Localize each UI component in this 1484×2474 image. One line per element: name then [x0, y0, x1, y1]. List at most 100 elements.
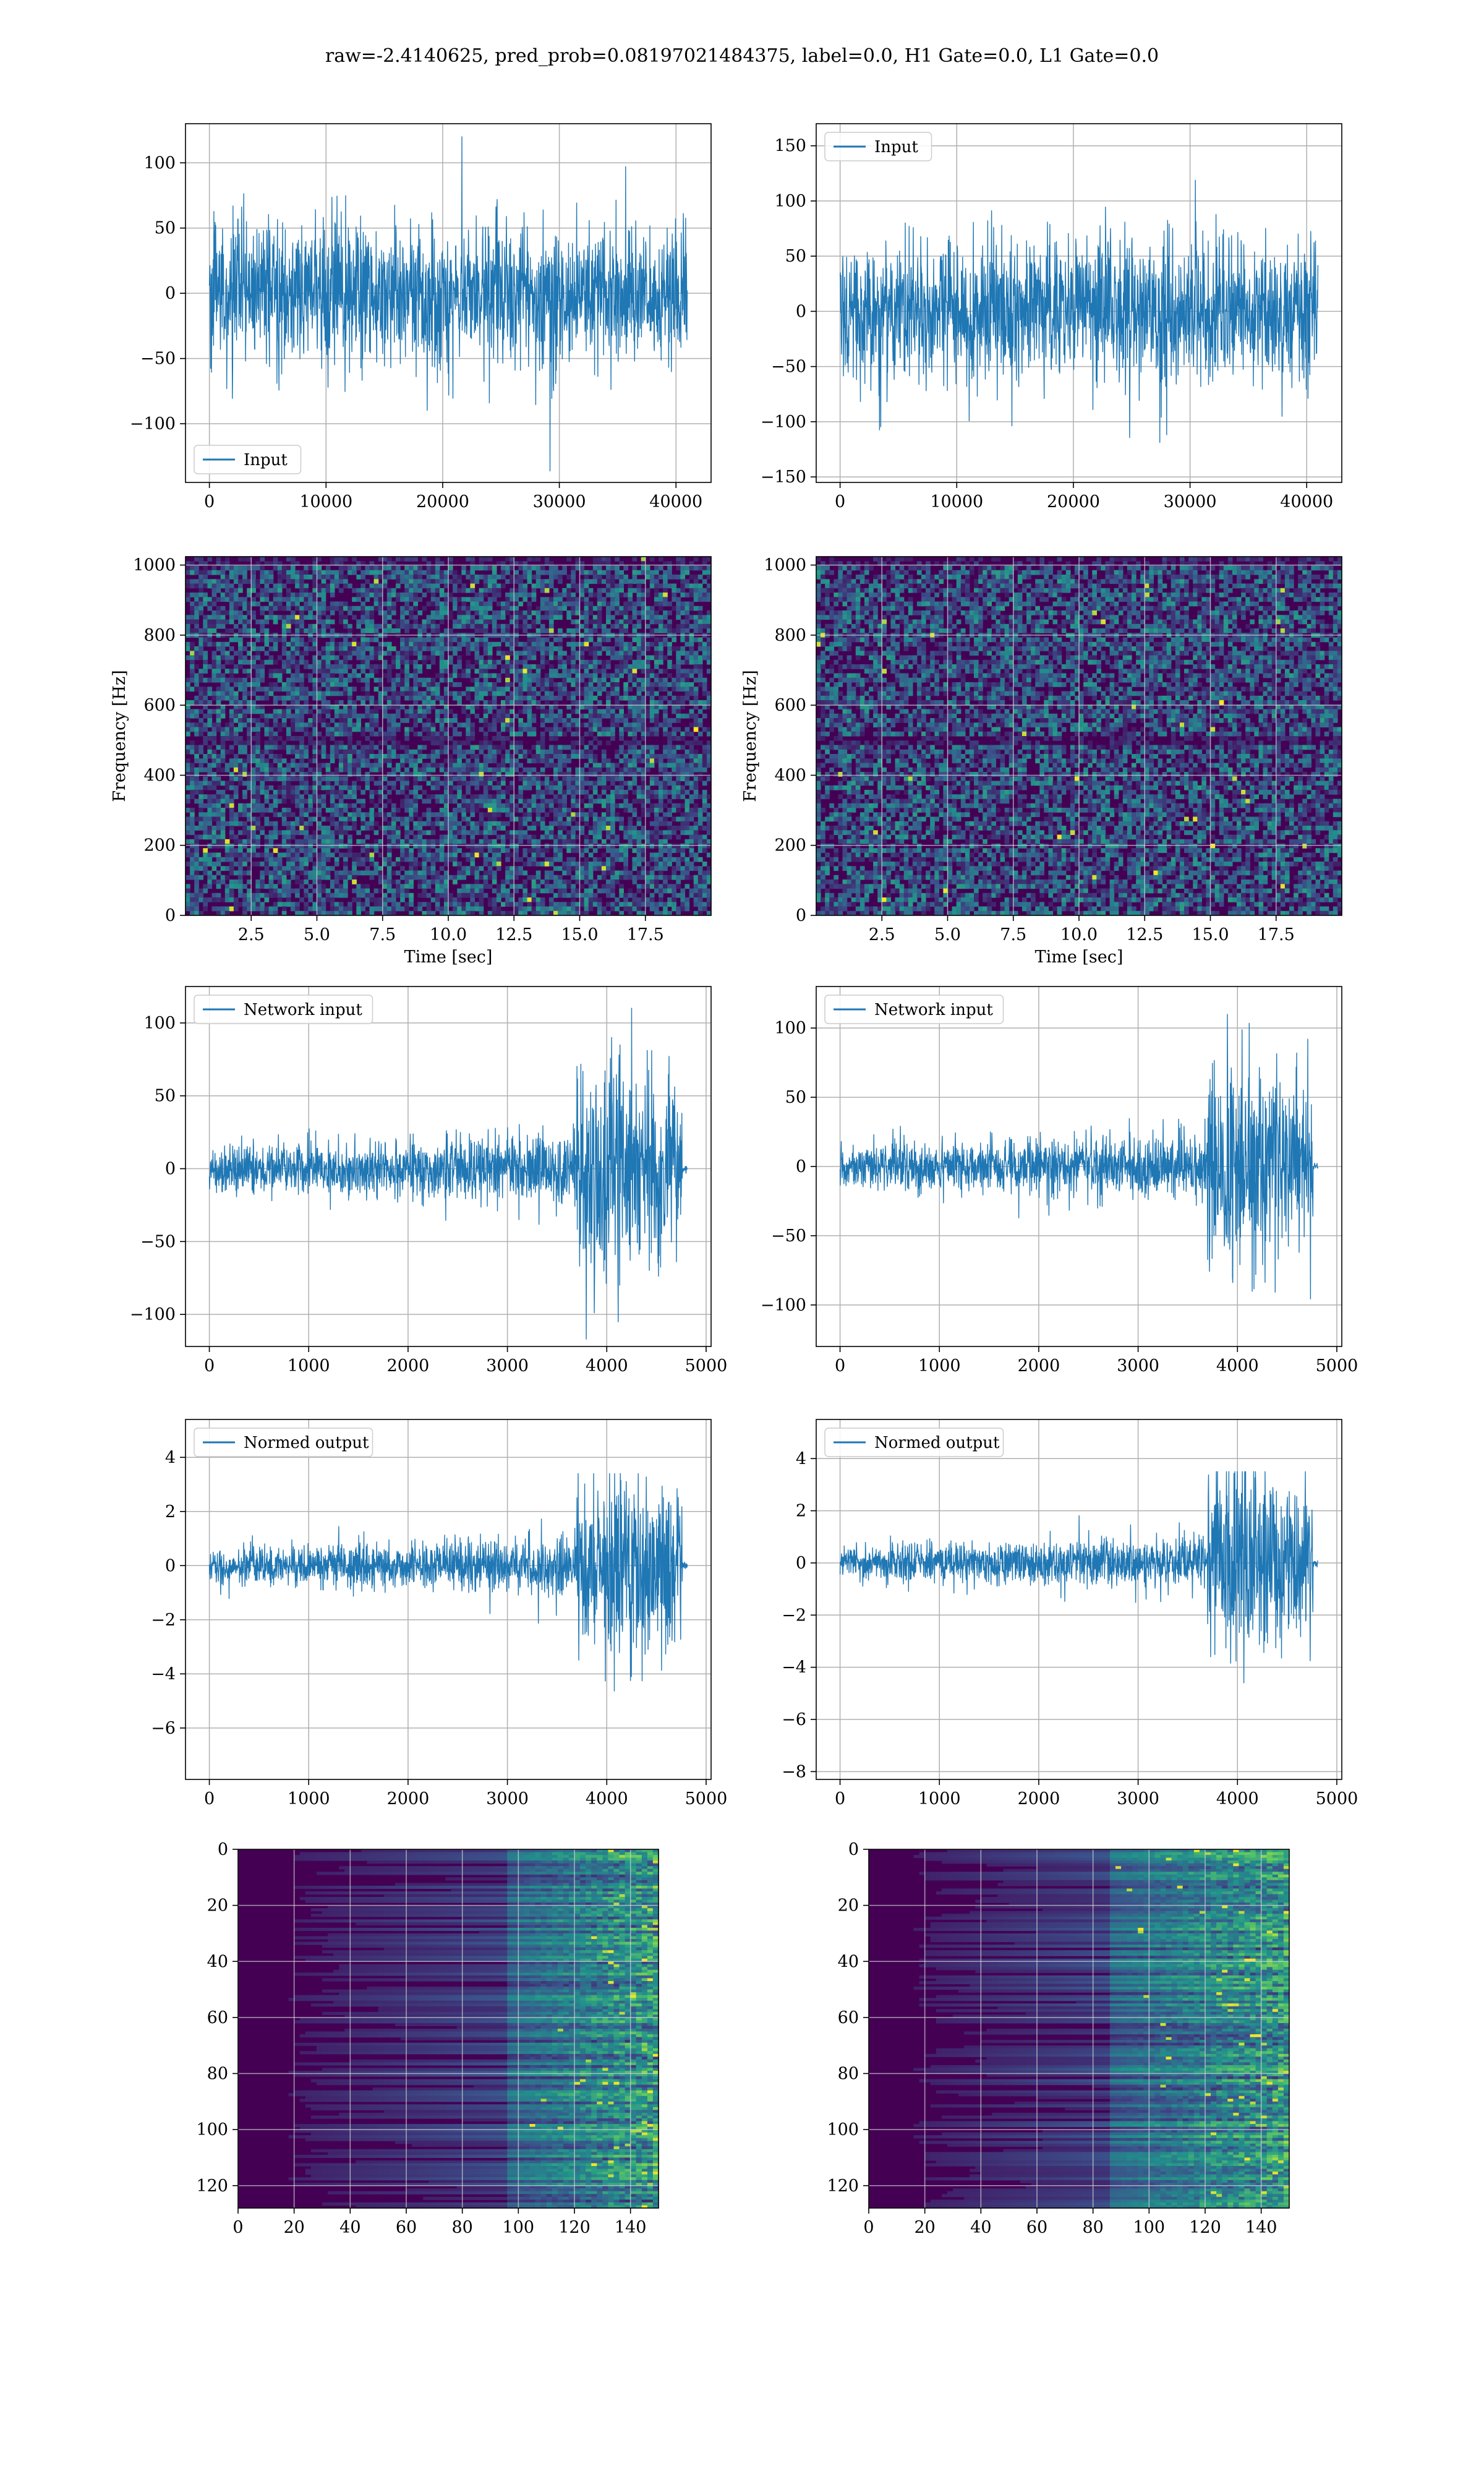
heatmap-cell: [435, 628, 440, 633]
heatmap-cell: [440, 696, 445, 701]
heatmap-cell: [623, 646, 628, 651]
heatmap-cell: [522, 664, 527, 669]
heatmap-cell: [448, 557, 453, 562]
heatmap-cell: [291, 794, 296, 799]
heatmap-cell: [514, 750, 519, 755]
heatmap-cell: [413, 584, 418, 589]
heatmap-cell: [659, 763, 663, 768]
heatmap-cell: [295, 687, 300, 691]
heatmap-cell: [461, 570, 466, 575]
heatmap-cell: [234, 718, 239, 723]
heatmap-cell: [265, 593, 270, 597]
heatmap-cell: [479, 718, 484, 723]
heatmap-cell: [365, 691, 370, 696]
heatmap-cell: [374, 812, 379, 817]
heatmap-cell: [221, 615, 226, 620]
heatmap-cell: [282, 785, 287, 790]
heatmap-cell: [291, 570, 296, 575]
heatmap-cell: [360, 588, 365, 593]
heatmap-cell: [431, 651, 436, 656]
heatmap-cell: [409, 610, 414, 615]
heatmap-cell: [522, 575, 527, 580]
heatmap-cell: [374, 579, 379, 584]
heatmap-cell: [615, 570, 620, 575]
heatmap-cell: [522, 812, 527, 817]
heatmap-cell: [348, 566, 352, 571]
heatmap-cell: [518, 588, 523, 593]
heatmap-cell: [597, 687, 602, 691]
heatmap-cell: [475, 754, 480, 759]
heatmap-cell: [536, 682, 541, 687]
heatmap-cell: [584, 642, 589, 647]
heatmap-cell: [650, 669, 655, 674]
heatmap-cell: [242, 812, 247, 817]
heatmap-cell: [619, 732, 624, 737]
heatmap-cell: [663, 579, 668, 584]
heatmap-cell: [676, 575, 681, 580]
heatmap-cell: [207, 687, 212, 691]
heatmap-cell: [387, 727, 392, 732]
heatmap-cell: [602, 687, 607, 691]
legend: Input: [194, 445, 301, 474]
heatmap-cell: [322, 660, 326, 665]
heatmap-cell: [497, 602, 501, 607]
heatmap-cell: [589, 687, 594, 691]
heatmap-cell: [470, 588, 475, 593]
heatmap-cell: [628, 803, 633, 808]
heatmap-cell: [623, 682, 628, 687]
heatmap-cell: [663, 745, 668, 750]
heatmap-cell: [348, 628, 352, 633]
heatmap-cell: [615, 584, 620, 589]
heatmap-cell: [417, 579, 422, 584]
heatmap-cell: [194, 785, 199, 790]
heatmap-cell: [479, 664, 484, 669]
heatmap-cell: [589, 570, 594, 575]
heatmap-cell: [646, 624, 650, 629]
heatmap-cell: [518, 682, 523, 687]
heatmap-cell: [198, 610, 203, 615]
heatmap-cell: [623, 620, 628, 625]
heatmap-cell: [278, 745, 283, 750]
heatmap-cell: [417, 624, 422, 629]
heatmap-cell: [242, 821, 247, 826]
heatmap-cell: [203, 566, 208, 571]
heatmap-cell: [619, 718, 624, 723]
heatmap-cell: [348, 727, 352, 732]
heatmap-cell: [676, 664, 681, 669]
heatmap-cell: [343, 575, 348, 580]
heatmap-cell: [637, 750, 642, 755]
heatmap-cell: [602, 664, 607, 669]
heatmap-cell: [216, 624, 221, 629]
heatmap-cell: [448, 628, 453, 633]
heatmap-cell: [593, 566, 598, 571]
heatmap-cell: [265, 651, 270, 656]
heatmap-cell: [540, 602, 545, 607]
heatmap-cell: [251, 682, 256, 687]
heatmap-cell: [549, 678, 554, 683]
heatmap-cell: [404, 803, 409, 808]
heatmap-cell: [391, 732, 396, 737]
heatmap-cell: [234, 709, 239, 714]
heatmap-cell: [194, 772, 199, 777]
heatmap-cell: [522, 678, 527, 683]
heatmap-cell: [466, 620, 471, 625]
heatmap-cell: [492, 628, 497, 633]
heatmap-cell: [207, 584, 212, 589]
heatmap-cell: [360, 642, 365, 647]
heatmap-cell: [448, 799, 453, 804]
heatmap-cell: [615, 790, 620, 795]
heatmap-cell: [628, 687, 633, 691]
heatmap-cell: [242, 687, 247, 691]
heatmap-cell: [322, 736, 326, 741]
heatmap-cell: [470, 579, 475, 584]
heatmap-cell: [619, 803, 624, 808]
heatmap-cell: [404, 772, 409, 777]
heatmap-cell: [234, 776, 239, 781]
heatmap-cell: [238, 808, 243, 813]
heatmap-cell: [435, 674, 440, 678]
heatmap-cell: [466, 691, 471, 696]
heatmap-cell: [273, 776, 278, 781]
heatmap-cell: [466, 763, 471, 768]
heatmap-cell: [497, 642, 501, 647]
heatmap-cell: [251, 758, 256, 763]
